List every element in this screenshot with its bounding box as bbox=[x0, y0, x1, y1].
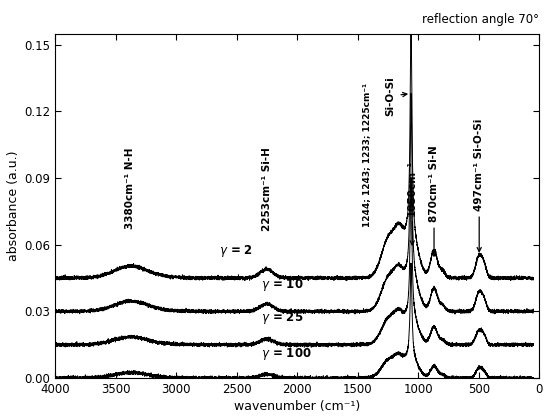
X-axis label: wavenumber (cm⁻¹): wavenumber (cm⁻¹) bbox=[234, 400, 360, 413]
Text: $\gamma$ = 100: $\gamma$ = 100 bbox=[261, 346, 312, 362]
Text: 2253cm⁻¹ Si-H: 2253cm⁻¹ Si-H bbox=[262, 147, 272, 231]
Text: Si-O-Si: Si-O-Si bbox=[386, 76, 407, 116]
Text: $\gamma$ = 25: $\gamma$ = 25 bbox=[261, 310, 304, 326]
Text: reflection angle 70°: reflection angle 70° bbox=[422, 13, 539, 26]
Text: 3380cm⁻¹ N-H: 3380cm⁻¹ N-H bbox=[125, 148, 135, 229]
Text: 870cm⁻¹ Si-N: 870cm⁻¹ Si-N bbox=[429, 146, 439, 256]
Text: $\gamma$ = 10: $\gamma$ = 10 bbox=[261, 277, 304, 293]
Text: $\gamma$ = 2: $\gamma$ = 2 bbox=[218, 243, 252, 260]
Text: 1050cm⁻¹: 1050cm⁻¹ bbox=[407, 160, 417, 245]
Text: 1244; 1243; 1233; 1225cm⁻¹: 1244; 1243; 1233; 1225cm⁻¹ bbox=[362, 83, 371, 227]
Y-axis label: absorbance (a.u.): absorbance (a.u.) bbox=[7, 150, 20, 261]
Text: 497cm⁻¹ Si-O-Si: 497cm⁻¹ Si-O-Si bbox=[474, 119, 484, 252]
